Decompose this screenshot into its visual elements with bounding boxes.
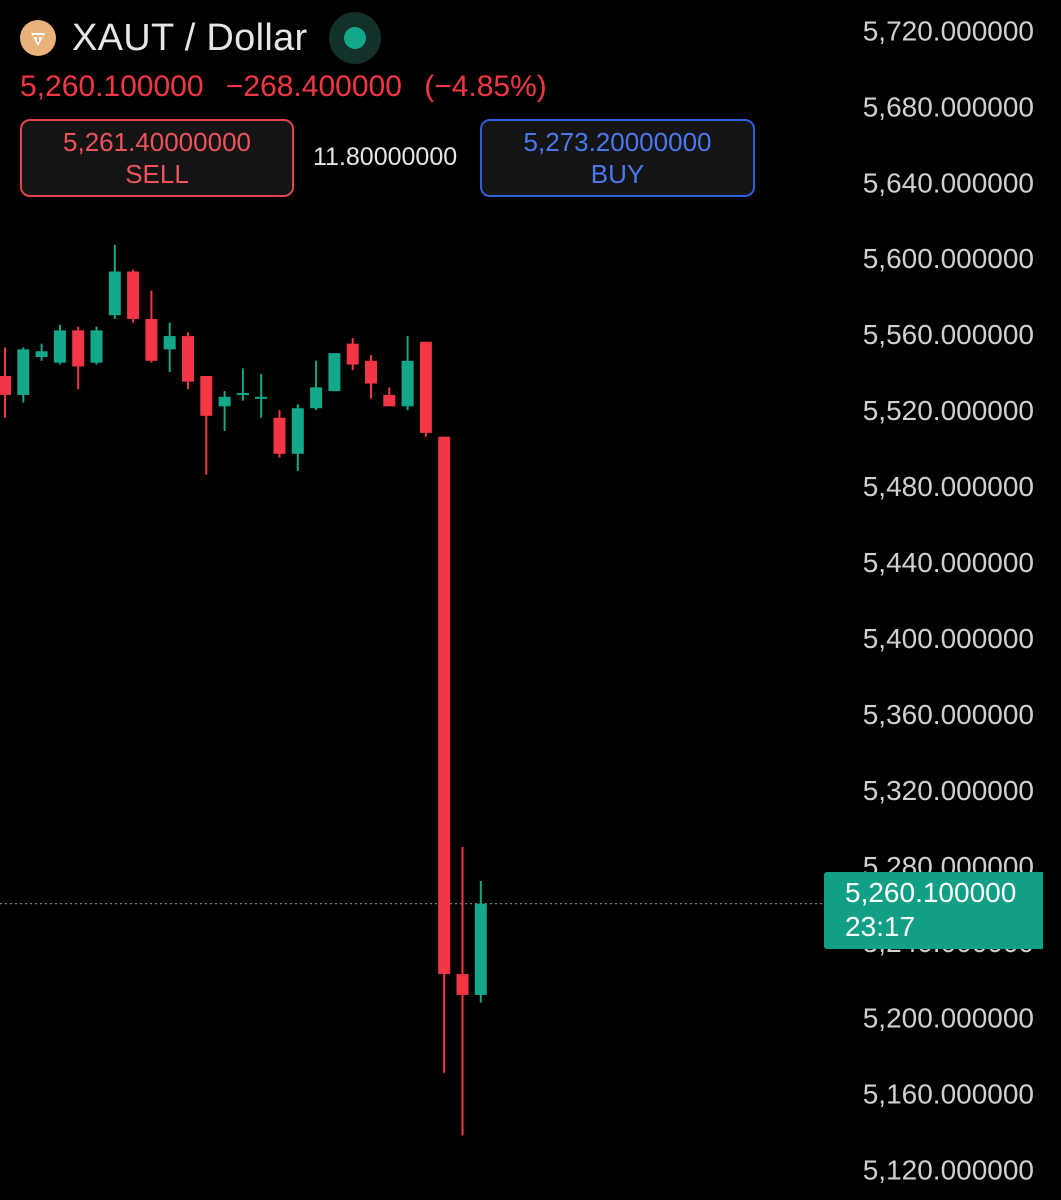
buy-label: BUY <box>590 159 645 189</box>
candle-body <box>72 330 85 367</box>
candle-body <box>200 375 213 416</box>
y-axis-tick-label: 5,720.000000 <box>863 15 1034 46</box>
spread-value: 11.80000000 <box>313 143 458 171</box>
quote-line: 5,260.100000 −268.400000 (−4.85%) <box>20 70 561 104</box>
symbol-header: XAUT / Dollar <box>20 12 382 64</box>
candle-body <box>163 336 176 350</box>
candle-body <box>145 318 158 361</box>
y-axis-tick-label: 5,120.000000 <box>863 1155 1034 1186</box>
price-change: −268.400000 <box>225 70 402 103</box>
y-axis-tick-label: 5,640.000000 <box>863 167 1034 198</box>
symbol-title[interactable]: XAUT / Dollar <box>72 16 308 59</box>
buy-button[interactable]: 5,273.20000000 BUY <box>480 119 755 197</box>
market-open-dot-icon <box>329 12 382 64</box>
current-price-tag: 5,260.100000 23:17 <box>824 872 1043 949</box>
candle-body <box>474 903 487 995</box>
candle-body <box>108 271 121 316</box>
y-axis-tick-label: 5,360.000000 <box>863 699 1034 730</box>
tether-gold-icon <box>20 20 56 56</box>
y-axis-tick-label: 5,560.000000 <box>863 319 1034 350</box>
y-axis-tick-label: 5,480.000000 <box>863 471 1034 502</box>
candle-body <box>438 436 451 975</box>
candle-body <box>90 330 103 363</box>
candle-body <box>35 351 48 357</box>
candle-body <box>218 396 231 407</box>
sell-label: SELL <box>125 159 189 189</box>
candle-body <box>236 393 249 396</box>
candle-body <box>0 375 11 395</box>
current-price-label: 5,260.100000 <box>845 877 1017 908</box>
candle-body <box>456 974 469 995</box>
y-axis-tick-label: 5,520.000000 <box>863 395 1034 426</box>
candle-body <box>255 396 268 399</box>
y-axis-tick-label: 5,600.000000 <box>863 243 1034 274</box>
sell-price: 5,261.40000000 <box>63 127 251 157</box>
candle-body <box>419 341 432 433</box>
candle-body <box>346 343 359 365</box>
y-axis-tick-label: 5,160.000000 <box>863 1079 1034 1110</box>
buy-price: 5,273.20000000 <box>523 127 712 157</box>
candle-body <box>310 387 323 409</box>
y-axis-tick-label: 5,400.000000 <box>863 623 1034 654</box>
candle-body <box>328 353 341 392</box>
candle-body <box>17 349 30 395</box>
status-dot <box>344 27 367 49</box>
y-axis-tick-label: 5,680.000000 <box>863 91 1034 122</box>
last-price: 5,260.100000 <box>20 70 204 103</box>
y-axis-tick-label: 5,200.000000 <box>863 1003 1034 1034</box>
candle-body <box>383 394 396 407</box>
bar-countdown: 23:17 <box>845 911 916 942</box>
y-axis-tick-label: 5,440.000000 <box>863 547 1034 578</box>
sell-button[interactable]: 5,261.40000000 SELL <box>20 119 294 197</box>
candle-body <box>291 408 304 454</box>
candle-body <box>182 336 194 382</box>
candle-body <box>401 360 414 407</box>
candle-body <box>127 271 140 319</box>
candle-body <box>273 417 286 454</box>
y-axis-tick-label: 5,320.000000 <box>863 775 1034 806</box>
candle-body <box>53 330 66 363</box>
candle-body <box>365 360 377 384</box>
price-change-percent: (−4.85%) <box>424 70 547 103</box>
